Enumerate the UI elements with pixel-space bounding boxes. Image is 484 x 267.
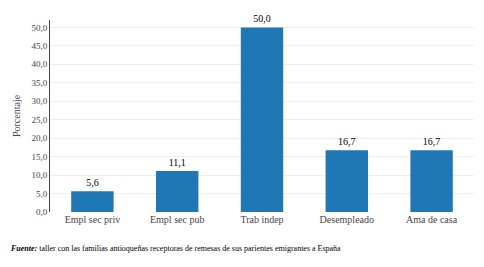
svg-text:Desempleado: Desempleado xyxy=(320,214,374,225)
svg-text:15,0: 15,0 xyxy=(31,152,47,162)
svg-text:35,0: 35,0 xyxy=(31,78,47,88)
svg-text:Fuente: taller con las familia: Fuente: taller con las familias antioque… xyxy=(10,244,341,253)
svg-text:25,0: 25,0 xyxy=(31,115,47,125)
svg-text:10,0: 10,0 xyxy=(31,170,47,180)
svg-text:Trab indep: Trab indep xyxy=(240,214,283,225)
svg-text:Empl sec pub: Empl sec pub xyxy=(150,214,204,225)
svg-text:16,7: 16,7 xyxy=(423,136,441,147)
svg-text:Porcentaje: Porcentaje xyxy=(11,94,22,137)
svg-text:30,0: 30,0 xyxy=(31,96,47,106)
svg-text:45,0: 45,0 xyxy=(31,41,47,51)
svg-text:5,0: 5,0 xyxy=(36,189,48,199)
svg-text:Empl sec priv: Empl sec priv xyxy=(65,214,121,225)
svg-text:50,0: 50,0 xyxy=(31,23,47,33)
svg-text:16,7: 16,7 xyxy=(338,136,356,147)
svg-text:20,0: 20,0 xyxy=(31,133,47,143)
svg-text:Ama de casa: Ama de casa xyxy=(406,214,458,225)
svg-text:0,0: 0,0 xyxy=(36,207,48,217)
svg-text:40,0: 40,0 xyxy=(31,59,47,69)
svg-text:11,1: 11,1 xyxy=(169,157,186,168)
svg-text:50,0: 50,0 xyxy=(253,13,271,24)
svg-text:5,6: 5,6 xyxy=(86,177,99,188)
